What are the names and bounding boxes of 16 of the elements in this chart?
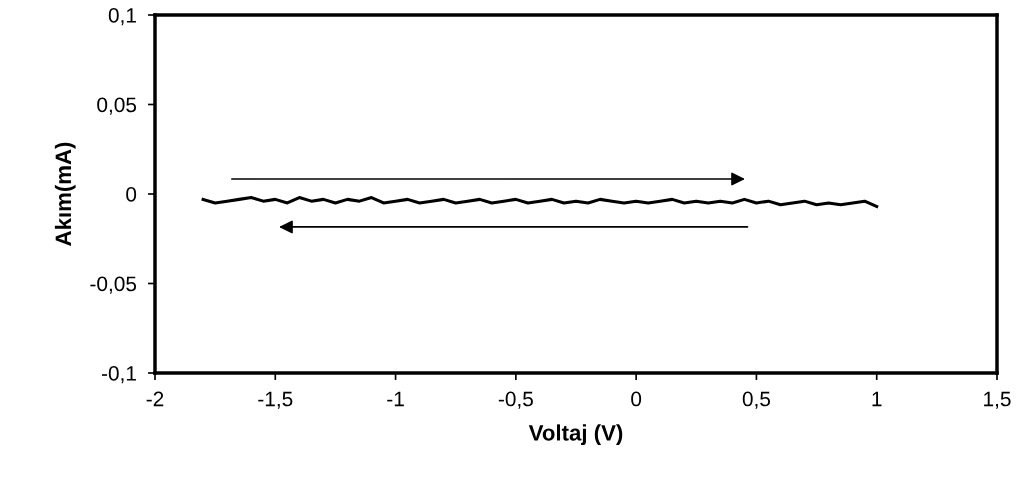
x-tick-label: 0 bbox=[631, 391, 642, 407]
x-axis-title: Voltaj (V) bbox=[528, 424, 623, 446]
line-series bbox=[201, 196, 879, 209]
x-tick-label: -2 bbox=[146, 391, 164, 407]
y-tick-label: 0,1 bbox=[108, 8, 136, 26]
y-axis-title: Akım(mA) bbox=[54, 142, 76, 246]
x-tick-label: -1,5 bbox=[258, 391, 293, 409]
x-tick-label: -1 bbox=[387, 391, 404, 407]
y-tick-label: 0,05 bbox=[97, 97, 137, 115]
x-tick-label: 1,5 bbox=[984, 391, 1011, 409]
y-tick-label: 0 bbox=[126, 187, 137, 202]
x-tick-label: 0,5 bbox=[742, 391, 771, 409]
y-tick-label: -0,05 bbox=[90, 276, 137, 294]
x-tick-label: 1 bbox=[872, 391, 882, 407]
y-tick-label: -0,1 bbox=[101, 366, 136, 384]
x-tick-label: -0,5 bbox=[498, 391, 533, 409]
